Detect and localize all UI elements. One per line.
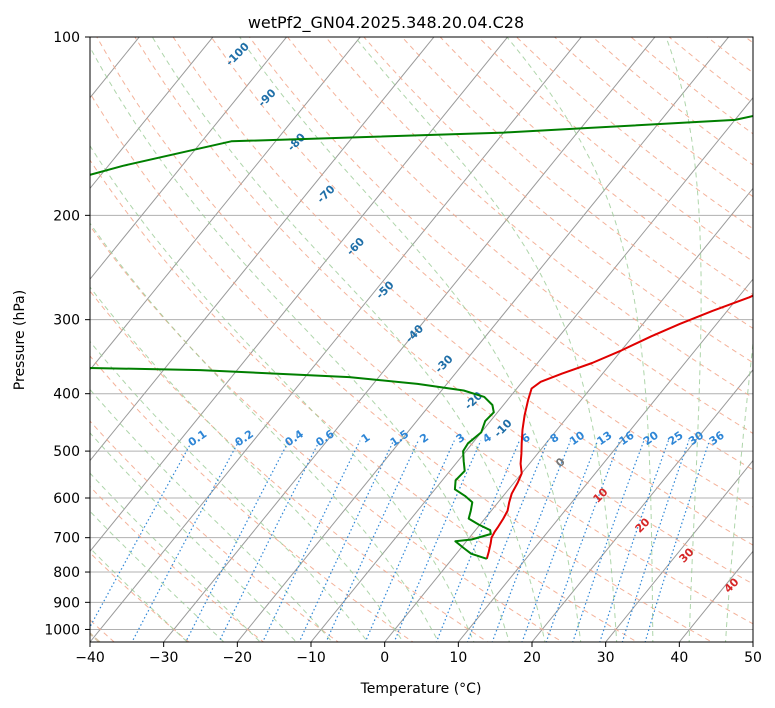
moist-adiabat bbox=[90, 340, 369, 642]
x-tick-label: −40 bbox=[75, 650, 105, 666]
dry-adiabat bbox=[401, 37, 753, 329]
plot-frame bbox=[89, 36, 754, 643]
isotherm bbox=[605, 459, 753, 642]
y-tick-label: 500 bbox=[53, 444, 80, 460]
moist-adiabat bbox=[90, 222, 440, 642]
mixing-ratio-line bbox=[185, 440, 290, 642]
dewpoint-upper-line bbox=[90, 114, 753, 176]
mixing-ratio-line bbox=[325, 440, 419, 642]
mixing-ratio-line bbox=[364, 440, 455, 642]
x-tick-label: 20 bbox=[523, 650, 541, 666]
mixing-ratio-line bbox=[435, 440, 521, 642]
moist-adiabat bbox=[90, 286, 404, 642]
dry-adiabat bbox=[90, 159, 639, 642]
y-tick-label: 1000 bbox=[44, 622, 80, 638]
dry-adiabat bbox=[248, 37, 753, 471]
y-tick-label: 100 bbox=[53, 30, 80, 46]
moist-adiabat bbox=[725, 338, 753, 642]
isotherm bbox=[457, 278, 753, 642]
dry-adiabat bbox=[439, 37, 753, 296]
isotherm bbox=[90, 37, 288, 280]
y-tick-label: 700 bbox=[53, 531, 80, 547]
dry-adiabat bbox=[325, 37, 753, 399]
moist-adiabat bbox=[354, 37, 618, 642]
moist-adiabat bbox=[90, 144, 475, 642]
moist-adiabat bbox=[90, 388, 333, 642]
moist-adiabat bbox=[90, 432, 297, 642]
x-tick-label: −10 bbox=[296, 650, 326, 666]
isotherm bbox=[90, 37, 509, 553]
mixing-ratio-line bbox=[545, 440, 621, 642]
y-tick-label: 200 bbox=[53, 208, 80, 224]
dry-adiabat bbox=[210, 37, 753, 508]
mixing-ratio-line bbox=[131, 440, 240, 642]
sounding-series bbox=[90, 114, 753, 560]
isotherm bbox=[531, 369, 753, 642]
isotherm bbox=[90, 37, 435, 462]
x-tick-label: 40 bbox=[670, 650, 688, 666]
isotherm bbox=[90, 37, 214, 190]
dry-adiabat bbox=[90, 225, 564, 642]
mixing-ratio-line bbox=[90, 440, 193, 629]
x-tick-label: 50 bbox=[744, 650, 762, 666]
moist-adiabat bbox=[90, 46, 510, 642]
moist-adiabat bbox=[665, 37, 702, 642]
isotherm bbox=[90, 37, 361, 371]
mixing-ratio-line bbox=[644, 440, 711, 642]
dry-adiabat bbox=[90, 552, 190, 642]
moist-adiabat bbox=[151, 37, 546, 642]
isotherm bbox=[236, 37, 730, 642]
x-tick-label: 10 bbox=[449, 650, 467, 666]
dry-adiabat bbox=[90, 355, 414, 642]
plot-area: 0.1 0.2 0.4 0.6 1 1.5 2 3 4 6 8 10 13 16 20 25 30 36-100-… bbox=[90, 37, 753, 642]
y-tick-label: 400 bbox=[53, 387, 80, 403]
x-axis-ticks: −40 −30 −20 −10 0 10 20 30 40 50 bbox=[75, 642, 762, 666]
mixing-ratio-line bbox=[218, 440, 321, 642]
isotherm bbox=[310, 96, 753, 642]
y-axis-title: Pressure (hPa) bbox=[12, 290, 28, 390]
dewpoint-line bbox=[90, 366, 495, 560]
chart-title: wetPf2_GN04.2025.348.20.04.C28 bbox=[248, 13, 524, 33]
background-lines bbox=[90, 37, 753, 642]
moist-adiabat bbox=[506, 37, 654, 642]
x-tick-label: −20 bbox=[223, 650, 253, 666]
y-tick-label: 800 bbox=[53, 565, 80, 581]
mixing-ratio-line bbox=[621, 440, 690, 642]
mixing-ratio-line bbox=[572, 440, 645, 642]
y-axis-ticks: 100 200 300 400 500 600 700 800 900 1000 bbox=[44, 30, 90, 638]
dry-adiabat bbox=[96, 37, 753, 625]
temperature-line bbox=[485, 294, 753, 560]
x-tick-label: 30 bbox=[597, 650, 615, 666]
x-tick-label: 0 bbox=[380, 650, 389, 666]
x-axis-title: Temperature (°C) bbox=[360, 681, 482, 697]
dry-adiabat bbox=[90, 92, 713, 642]
mixing-ratio-line bbox=[262, 440, 361, 642]
mixing-ratio-line bbox=[599, 440, 669, 642]
y-tick-label: 600 bbox=[53, 491, 80, 507]
x-tick-label: −30 bbox=[149, 650, 179, 666]
y-tick-label: 900 bbox=[53, 595, 80, 611]
dry-adiabat bbox=[134, 37, 753, 585]
y-tick-label: 300 bbox=[53, 313, 80, 329]
isotherm bbox=[90, 37, 582, 642]
pressure-gridlines bbox=[90, 37, 753, 630]
